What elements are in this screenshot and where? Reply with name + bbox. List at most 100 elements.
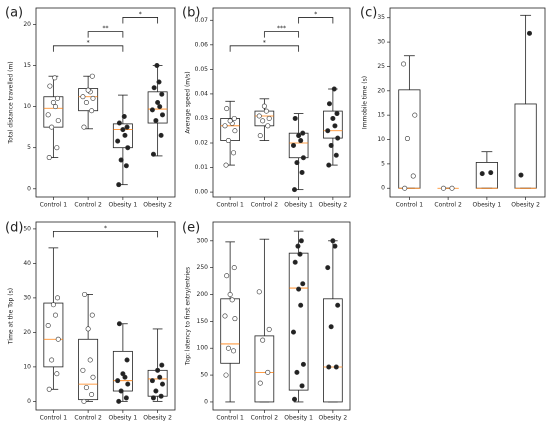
plot-frame (35, 7, 176, 198)
y-tick-label: 100 (197, 345, 209, 352)
y-tick-label: 5 (27, 144, 31, 151)
data-point (298, 138, 304, 144)
data-point (290, 329, 296, 335)
data-point (292, 187, 298, 193)
x-tick-label: Obesity 1 (473, 202, 502, 209)
x-tick-label: Control 2 (74, 415, 102, 422)
panel-label: (d) (5, 221, 23, 236)
panel: (c) Immobile time (s) 0 5 10 15 20 25 30 35 Contro… (360, 6, 546, 209)
data-point (263, 108, 269, 114)
data-point (261, 103, 267, 109)
data-point (157, 104, 163, 110)
data-point (150, 151, 156, 157)
significance-bracket (122, 17, 159, 24)
data-point (159, 112, 165, 118)
data-point (333, 152, 339, 158)
y-tick-label: 0.06 (195, 41, 209, 48)
data-point (297, 251, 303, 257)
box (514, 103, 537, 189)
data-point (300, 361, 306, 367)
data-point (45, 322, 51, 328)
data-point (49, 357, 55, 363)
data-point (83, 385, 89, 391)
y-tick-label: 30 (23, 294, 31, 301)
data-point (299, 169, 305, 175)
data-point (404, 136, 410, 142)
x-tick-label: Obesity 2 (319, 415, 348, 422)
data-point (335, 302, 341, 308)
box (254, 335, 275, 403)
data-point (331, 86, 337, 92)
box (288, 252, 309, 391)
x-tick-label: Control 1 (40, 415, 68, 422)
data-point (224, 106, 230, 112)
data-point (518, 172, 524, 178)
data-point (120, 127, 126, 133)
data-point (45, 112, 51, 118)
panel-label: (b) (182, 6, 200, 21)
data-point (125, 145, 131, 151)
data-point (326, 101, 332, 107)
data-point (410, 173, 416, 179)
data-point (225, 345, 231, 351)
x-tick-label: Control 1 (216, 415, 244, 422)
data-point (402, 185, 408, 191)
data-point (266, 326, 272, 332)
y-tick-label: 0 (27, 185, 31, 192)
data-point (260, 118, 266, 124)
x-tick-label: Obesity 1 (109, 415, 138, 422)
significance-bracket (52, 45, 124, 52)
data-point (300, 281, 306, 287)
y-tick-label: 300 (197, 237, 209, 244)
y-tick-label: 0.00 (195, 189, 209, 196)
y-tick-label: 0.02 (195, 140, 209, 147)
significance-bracket (263, 31, 300, 38)
data-point (90, 95, 96, 101)
plot-frame (212, 7, 351, 198)
y-tick-label: 0.07 (195, 17, 209, 24)
significance-label: *** (277, 25, 286, 32)
data-point (325, 265, 331, 271)
panel-label: (a) (5, 6, 23, 21)
y-tick-label: 200 (197, 291, 209, 298)
data-point (299, 383, 305, 389)
data-point (87, 357, 93, 363)
data-point (223, 162, 229, 168)
y-tick-label: 35 (377, 14, 385, 21)
data-point (325, 128, 331, 134)
data-point (292, 115, 298, 121)
data-point (52, 104, 58, 110)
data-point (257, 380, 263, 386)
box (323, 110, 343, 139)
y-tick-label: 5 (381, 160, 385, 167)
data-point (257, 133, 263, 139)
y-tick-label: 0.05 (195, 66, 209, 73)
data-point (260, 337, 266, 343)
box (78, 338, 99, 401)
x-tick-label: Control 2 (434, 202, 462, 209)
panel: (d) Time at the Top (s) 0 10 20 30 40 50 Control… (5, 221, 176, 422)
data-point (330, 238, 336, 244)
panel-label: (c) (360, 6, 377, 21)
data-point (332, 243, 338, 249)
data-point (292, 396, 298, 402)
data-point (328, 142, 334, 148)
data-point (157, 374, 163, 380)
data-point (154, 63, 160, 69)
data-point (265, 369, 271, 375)
data-point (123, 163, 129, 169)
data-point (124, 124, 130, 130)
y-tick-label: 10 (377, 136, 385, 143)
data-point (153, 388, 159, 394)
data-point (298, 302, 304, 308)
data-point (231, 348, 237, 354)
data-point (300, 155, 306, 161)
y-axis-label: Top: latency to first entry/entries (185, 267, 192, 366)
y-tick-label: 0 (204, 398, 208, 405)
y-tick-label: 20 (377, 87, 385, 94)
data-point (332, 123, 338, 129)
panel: (e) Top: latency to first entry/entries 0 5… (182, 221, 351, 422)
data-point (222, 313, 228, 319)
data-point (89, 312, 95, 318)
